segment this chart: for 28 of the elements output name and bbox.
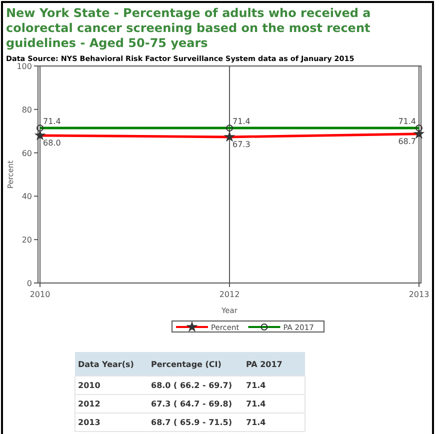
text: PA 2017 bbox=[246, 360, 282, 369]
x-tick-label: 2013 bbox=[408, 290, 430, 299]
data-label: 67.3 bbox=[232, 140, 250, 149]
text: 71.4 bbox=[246, 400, 266, 408]
y-tick-label: 40 bbox=[22, 192, 32, 202]
text: Percentage (CI) bbox=[151, 360, 222, 369]
y-tick-label: 0 bbox=[26, 279, 32, 288]
x-tick-label: 2012 bbox=[219, 290, 240, 299]
text: 68.0 ( 66.2 - 69.7) bbox=[151, 381, 232, 390]
chart-title: New York State - Percentage of adults who received a colorectal cancer screening based on the most recent guidelines - Aged 50-75 years bbox=[6, 6, 371, 50]
category-label: 2013 bbox=[78, 418, 100, 427]
x-tick-label: 2010 bbox=[30, 290, 50, 299]
data-label: 71.4 bbox=[232, 117, 250, 126]
y-tick-label: 100 bbox=[16, 62, 32, 71]
text: 71.4 bbox=[246, 381, 266, 390]
text: Data Year(s) bbox=[78, 360, 134, 369]
category-label: 2010 bbox=[78, 381, 100, 390]
text: 68.7 ( 65.9 - 71.5) bbox=[151, 418, 232, 427]
data-label: 68.0 bbox=[43, 138, 61, 148]
y-tick-label: 80 bbox=[22, 105, 32, 114]
y-tick-label: 20 bbox=[22, 236, 32, 245]
text: 71.4 bbox=[246, 418, 266, 427]
data-label: 71.4 bbox=[398, 117, 416, 126]
category-label: 2012 bbox=[78, 400, 100, 408]
data-label: 68.7 bbox=[398, 136, 416, 146]
data-label: 71.4 bbox=[43, 117, 61, 126]
text: 67.3 ( 64.7 - 69.8) bbox=[151, 400, 232, 408]
y-tick-label: 60 bbox=[22, 148, 32, 158]
